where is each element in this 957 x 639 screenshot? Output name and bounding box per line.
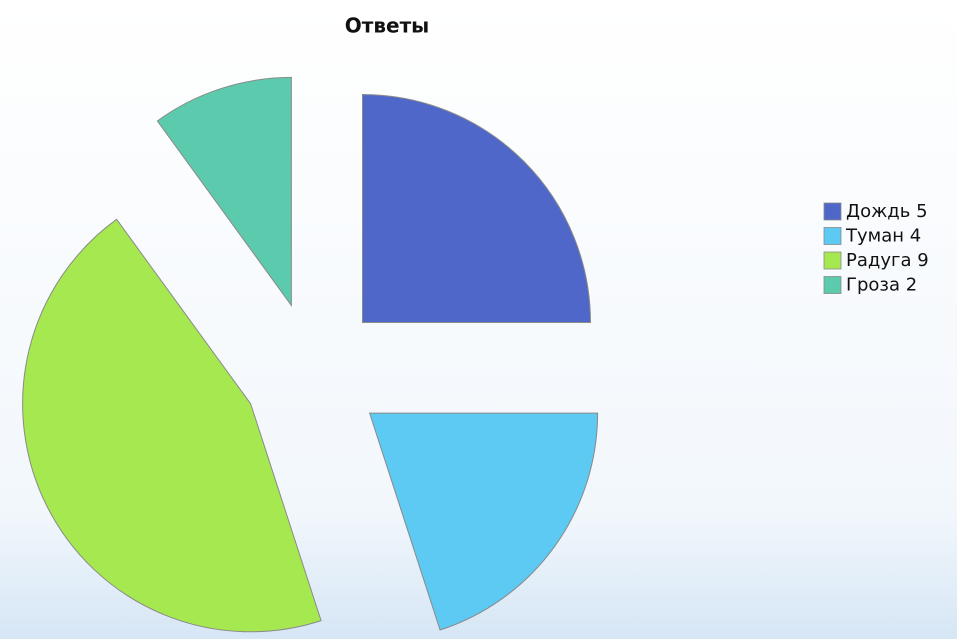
legend-label: Гроза 2: [846, 275, 917, 296]
legend-label: Радуга 9: [846, 250, 929, 271]
legend-label: Туман 4: [845, 226, 921, 247]
legend-label: Дождь 5: [846, 201, 928, 222]
legend-swatch: [823, 202, 842, 221]
pie-slice: [368, 412, 599, 631]
legend-swatch: [823, 276, 842, 294]
pie-slice: [22, 218, 322, 633]
legend-swatch: [823, 227, 842, 245]
legend-swatch: [823, 251, 842, 270]
pie-slice: [156, 76, 292, 307]
chart-title: Ответы: [345, 14, 430, 38]
pie-slice: [361, 94, 591, 324]
